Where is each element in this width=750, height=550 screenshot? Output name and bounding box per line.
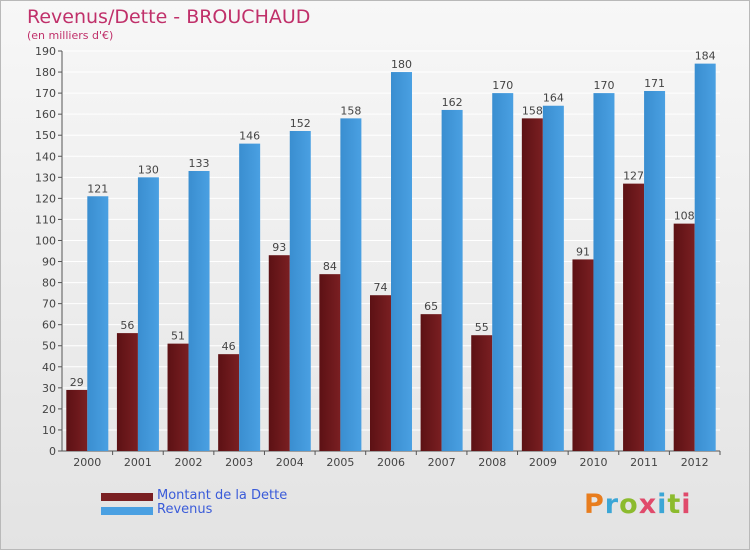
x-tick-label: 2004 xyxy=(276,456,304,469)
x-tick-label: 2011 xyxy=(630,456,658,469)
legend-swatch-dette xyxy=(101,493,153,501)
data-label-revenus: 180 xyxy=(391,58,412,71)
bar-revenus xyxy=(694,63,716,451)
y-tick-label: 90 xyxy=(42,256,56,269)
bar-dette xyxy=(521,118,543,452)
chart-subtitle: (en milliers d'€) xyxy=(27,29,114,42)
x-tick-label: 2009 xyxy=(529,456,557,469)
data-label-revenus: 158 xyxy=(340,104,361,117)
x-tick-label: 2003 xyxy=(225,456,253,469)
data-label-dette: 93 xyxy=(272,241,286,254)
data-label-revenus: 162 xyxy=(442,96,463,109)
data-label-revenus: 152 xyxy=(290,117,311,130)
data-label-revenus: 130 xyxy=(138,163,159,176)
bar-revenus xyxy=(492,93,514,452)
x-tick-label: 2001 xyxy=(124,456,152,469)
data-label-dette: 29 xyxy=(70,376,84,389)
bar-dette xyxy=(420,314,442,451)
bar-dette xyxy=(167,343,189,451)
y-tick-label: 160 xyxy=(35,108,56,121)
y-tick-label: 120 xyxy=(35,192,56,205)
bar-dette xyxy=(319,274,341,451)
y-tick-label: 0 xyxy=(49,445,56,458)
y-tick-label: 70 xyxy=(42,298,56,311)
bar-dette xyxy=(370,295,391,451)
legend-label-revenus: Revenus xyxy=(157,502,213,517)
data-label-dette: 65 xyxy=(424,300,438,313)
data-label-dette: 84 xyxy=(323,260,337,273)
y-tick-label: 150 xyxy=(35,129,56,142)
y-tick-label: 100 xyxy=(35,234,56,247)
data-label-dette: 51 xyxy=(171,330,185,343)
data-label-revenus: 164 xyxy=(543,92,564,105)
y-tick-label: 60 xyxy=(42,319,56,332)
bar-dette xyxy=(572,259,594,451)
y-tick-label: 110 xyxy=(35,213,56,226)
bar-revenus xyxy=(188,171,210,451)
x-tick-label: 2005 xyxy=(326,456,354,469)
data-label-dette: 74 xyxy=(374,281,388,294)
bar-revenus xyxy=(340,118,362,452)
bar-revenus xyxy=(137,177,159,451)
data-label-revenus: 171 xyxy=(644,77,665,90)
data-label-dette: 46 xyxy=(222,340,236,353)
y-tick-label: 130 xyxy=(35,171,56,184)
x-tick-label: 2008 xyxy=(478,456,506,469)
bar-dette xyxy=(471,335,493,451)
x-tick-label: 2002 xyxy=(175,456,203,469)
data-label-revenus: 170 xyxy=(492,79,513,92)
data-label-dette: 55 xyxy=(475,321,489,334)
x-tick-label: 2010 xyxy=(579,456,607,469)
x-tick-label: 2007 xyxy=(428,456,456,469)
chart-title: Revenus/Dette - BROUCHAUD xyxy=(27,6,311,28)
y-tick-label: 180 xyxy=(35,66,56,79)
bar-dette xyxy=(116,333,138,451)
data-label-dette: 56 xyxy=(120,319,134,332)
bar-revenus xyxy=(441,109,463,452)
bar-revenus xyxy=(391,72,412,451)
y-tick-label: 80 xyxy=(42,277,56,290)
legend-swatch-revenus xyxy=(101,507,153,515)
bar-revenus xyxy=(542,105,564,451)
y-tick-label: 20 xyxy=(42,403,56,416)
y-tick-label: 40 xyxy=(42,361,56,374)
bar-dette xyxy=(66,389,88,451)
data-label-dette: 91 xyxy=(576,245,590,258)
x-tick-label: 2000 xyxy=(73,456,101,469)
y-tick-label: 170 xyxy=(35,87,56,100)
bar-revenus xyxy=(87,196,109,451)
y-tick-label: 50 xyxy=(42,340,56,353)
x-tick-label: 2012 xyxy=(681,456,709,469)
bar-dette xyxy=(673,223,695,451)
bar-revenus xyxy=(289,131,311,451)
data-label-revenus: 170 xyxy=(593,79,614,92)
bar-revenus xyxy=(239,143,261,451)
y-tick-label: 190 xyxy=(35,45,56,58)
bar-dette xyxy=(218,354,240,451)
data-label-revenus: 184 xyxy=(695,50,716,63)
data-label-revenus: 121 xyxy=(87,182,108,195)
proxiti-logo: Proxiti xyxy=(584,489,692,520)
bar-dette xyxy=(268,255,290,451)
y-tick-label: 10 xyxy=(42,424,56,437)
data-label-dette: 158 xyxy=(522,104,543,117)
data-label-dette: 108 xyxy=(674,210,695,223)
bar-revenus xyxy=(644,91,666,451)
y-tick-label: 30 xyxy=(42,382,56,395)
y-tick-label: 140 xyxy=(35,150,56,163)
data-label-revenus: 133 xyxy=(189,157,210,170)
bar-revenus xyxy=(593,93,615,452)
data-label-revenus: 146 xyxy=(239,130,260,143)
bar-dette xyxy=(623,183,645,451)
x-tick-label: 2006 xyxy=(377,456,405,469)
data-label-dette: 127 xyxy=(623,170,644,183)
legend-label-dette: Montant de la Dette xyxy=(157,488,288,503)
